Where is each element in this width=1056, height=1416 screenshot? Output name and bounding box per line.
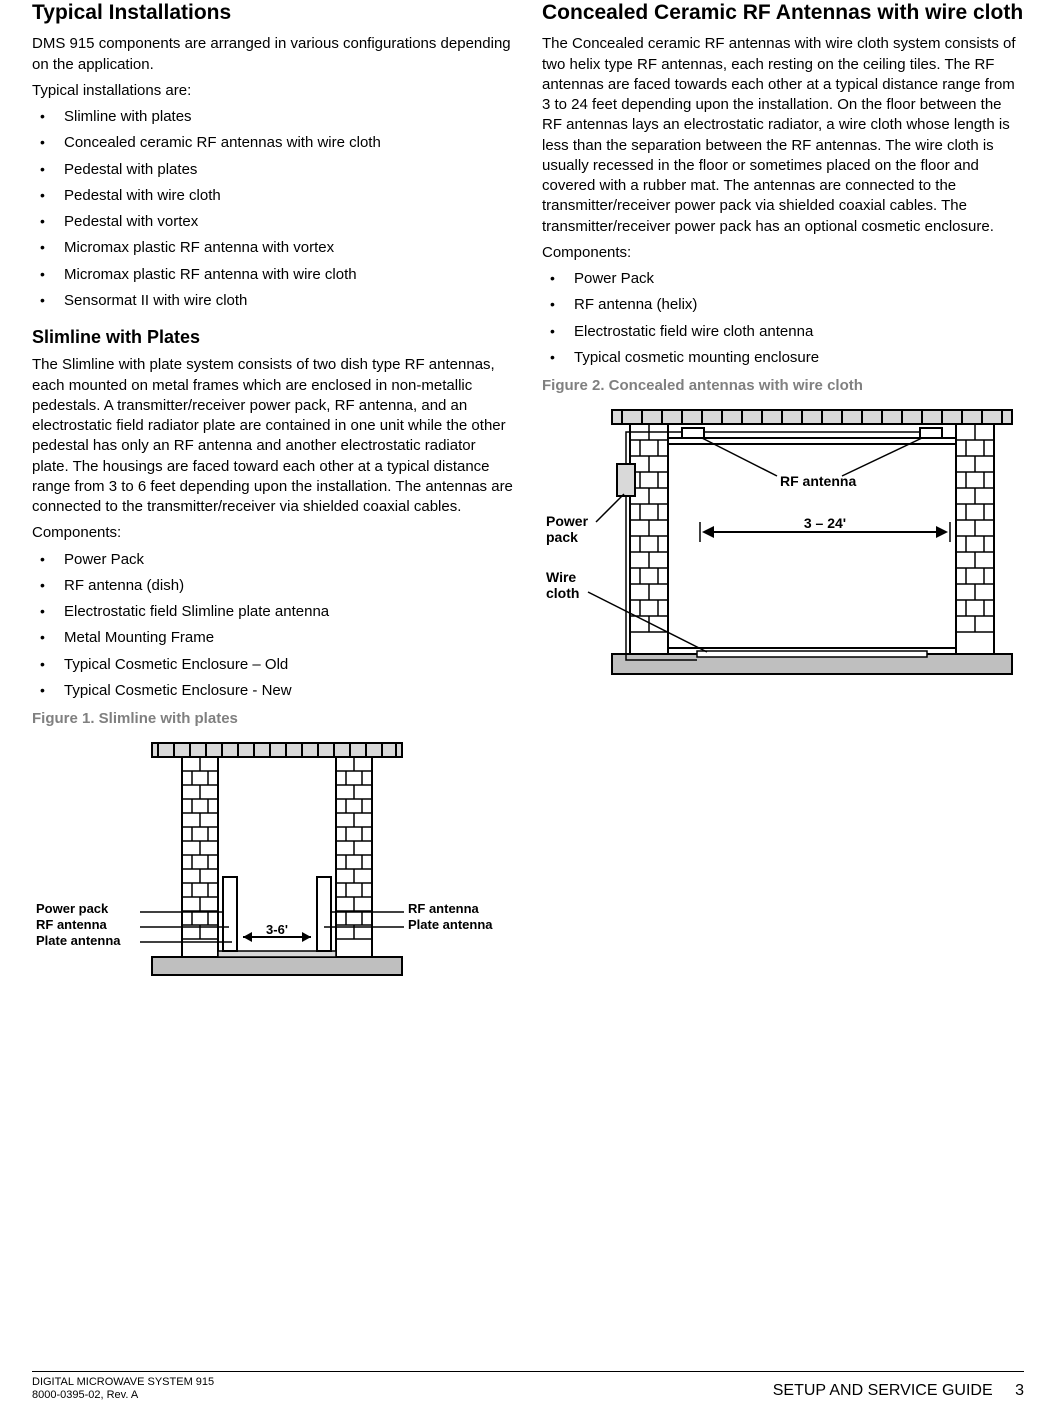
fig1-label: Plate antenna	[408, 917, 493, 932]
list-item: Electrostatic field wire cloth antenna	[542, 322, 1024, 342]
list-item: RF antenna (helix)	[542, 295, 1024, 315]
list-item: Electrostatic field Slimline plate anten…	[32, 602, 514, 622]
install-list: Slimline with plates Concealed ceramic R…	[32, 107, 514, 311]
para: Components:	[32, 523, 514, 543]
figure1: 3-6' Power pack RF antenna Plate antenna…	[32, 737, 514, 993]
list-item: Power Pack	[542, 269, 1024, 289]
list-item: Power Pack	[32, 550, 514, 570]
para: Components:	[542, 243, 1024, 263]
brick-wall-icon	[956, 424, 994, 654]
list-item: Micromax plastic RF antenna with wire cl…	[32, 265, 514, 285]
footer-page-number: 3	[1015, 1382, 1024, 1399]
heading-typical-installations: Typical Installations	[32, 0, 514, 26]
figure1-caption: Figure 1. Slimline with plates	[32, 709, 514, 729]
list-item: Typical Cosmetic Enclosure – Old	[32, 655, 514, 675]
fig1-distance: 3-6'	[266, 922, 288, 937]
components-list: Power Pack RF antenna (helix) Electrosta…	[542, 269, 1024, 368]
para: DMS 915 components are arranged in vario…	[32, 34, 514, 75]
fig2-label-power: Power	[546, 513, 589, 529]
heading-concealed: Concealed Ceramic RF Antennas with wire …	[542, 0, 1024, 26]
list-item: Pedestal with wire cloth	[32, 186, 514, 206]
list-item: Typical cosmetic mounting enclosure	[542, 348, 1024, 368]
fig2-distance: 3 – 24'	[804, 515, 846, 531]
brick-wall-icon	[630, 424, 668, 654]
right-column: Concealed Ceramic RF Antennas with wire …	[542, 0, 1024, 994]
fig2-label-wire: cloth	[546, 585, 579, 601]
fig2-label-rf: RF antenna	[780, 473, 856, 489]
list-item: RF antenna (dish)	[32, 576, 514, 596]
fig1-label: Plate antenna	[36, 933, 121, 948]
para: The Slimline with plate system consists …	[32, 355, 514, 517]
para: The Concealed ceramic RF antennas with w…	[542, 34, 1024, 237]
list-item: Pedestal with vortex	[32, 212, 514, 232]
heading-slimline: Slimline with Plates	[32, 325, 514, 349]
left-column: Typical Installations DMS 915 components…	[32, 0, 514, 994]
list-item: Typical Cosmetic Enclosure - New	[32, 681, 514, 701]
list-item: Metal Mounting Frame	[32, 628, 514, 648]
list-item: Slimline with plates	[32, 107, 514, 127]
list-item: Micromax plastic RF antenna with vortex	[32, 238, 514, 258]
footer-guide-title: SETUP AND SERVICE GUIDE	[773, 1382, 993, 1399]
list-item: Sensormat II with wire cloth	[32, 291, 514, 311]
fig2-label-power: pack	[546, 529, 578, 545]
fig1-label: RF antenna	[408, 901, 480, 916]
fig1-label: Power pack	[36, 901, 109, 916]
para: Typical installations are:	[32, 81, 514, 101]
fig1-label: RF antenna	[36, 917, 108, 932]
footer-doc-rev: 8000-0395-02, Rev. A	[32, 1389, 214, 1402]
figure2: RF antenna 3 – 24' Power pack Wire cloth	[542, 404, 1024, 700]
footer-doc-title: DIGITAL MICROWAVE SYSTEM 915	[32, 1376, 214, 1389]
list-item: Concealed ceramic RF antennas with wire …	[32, 133, 514, 153]
components-list: Power Pack RF antenna (dish) Electrostat…	[32, 550, 514, 702]
page-footer: DIGITAL MICROWAVE SYSTEM 915 8000-0395-0…	[32, 1371, 1024, 1402]
fig2-label-wire: Wire	[546, 569, 576, 585]
list-item: Pedestal with plates	[32, 160, 514, 180]
figure2-caption: Figure 2. Concealed antennas with wire c…	[542, 376, 1024, 396]
